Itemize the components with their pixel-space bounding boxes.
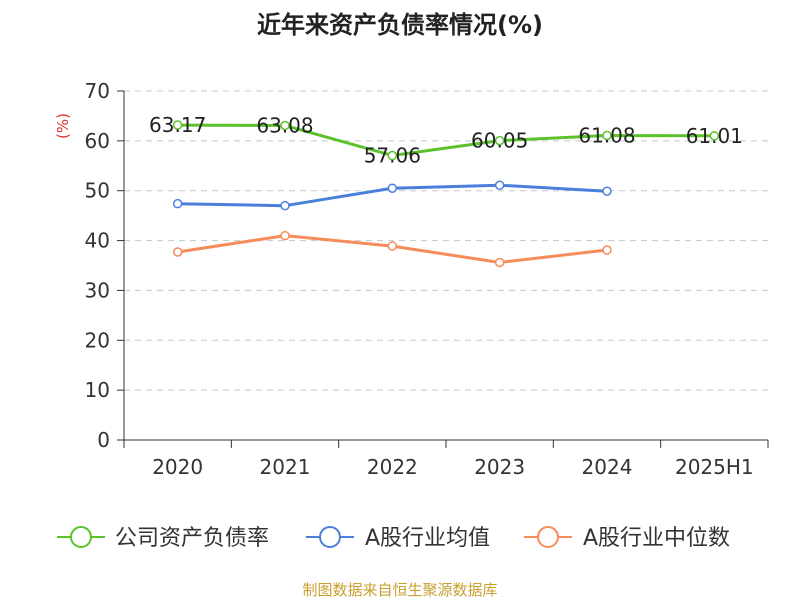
data-point [602,245,612,255]
data-point [172,247,183,257]
data-point [387,241,398,251]
x-tick-label: 2020 [152,455,203,479]
data-point [494,180,505,190]
data-point [387,183,398,193]
grid-lines [124,90,768,391]
axes: 0 10 20 30 40 50 60 70 2020 2021 2022 2023 2024 2025H… [85,79,769,479]
legend-marker [70,526,92,548]
data-point [172,198,183,209]
data-point [280,120,290,131]
data-point [387,150,398,161]
data-label: 57.06 [364,144,421,168]
data-point [172,120,183,130]
legend-marker [537,526,559,548]
data-point [709,131,720,141]
series-lines [172,120,720,268]
source-footer: 制图数据来自恒生聚源数据库 [302,581,497,599]
y-tick-label: 70 [85,79,110,103]
x-tick-label: 2024 [582,455,633,479]
series-line [176,123,716,157]
data-point [280,230,290,241]
chart-title: 近年来资产负债率情况(%) [257,11,543,39]
y-tick-label: 10 [85,378,110,402]
y-tick-label: 30 [85,278,110,302]
legend: 公司资产负债率 A股行业均值 A股行业中位数 [57,526,730,551]
data-label: 61.01 [686,124,743,148]
data-label: 63.08 [256,114,313,138]
data-point [494,135,505,146]
y-tick-label: 60 [85,129,110,153]
data-label: 63.17 [149,113,206,137]
data-point [602,130,612,141]
x-tick-label: 2022 [367,455,418,479]
x-tick-label: 2023 [474,455,525,479]
legend-label: A股行业中位数 [583,526,730,551]
y-tick-label: 20 [85,328,110,352]
y-axis-label: (%) [54,113,72,139]
data-label: 60.05 [471,129,528,153]
data-point [494,257,505,268]
data-point [280,200,290,211]
x-tick-label: 2021 [260,455,311,479]
legend-label: A股行业均值 [365,526,490,551]
legend-label: 公司资产负债率 [115,526,269,551]
data-point [602,186,612,196]
legend-marker [319,526,341,548]
y-tick-label: 50 [85,179,110,203]
y-tick-label: 0 [97,428,110,452]
data-labels: 63.17 63.08 57.06 60.05 61.08 61.01 [149,113,743,167]
y-tick-label: 40 [85,229,110,253]
data-label: 61.08 [578,123,635,147]
x-tick-label: 2025H1 [675,455,754,479]
